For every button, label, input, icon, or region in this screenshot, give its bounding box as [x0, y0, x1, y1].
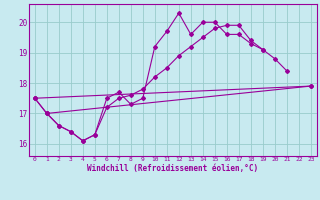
X-axis label: Windchill (Refroidissement éolien,°C): Windchill (Refroidissement éolien,°C) — [87, 164, 258, 173]
